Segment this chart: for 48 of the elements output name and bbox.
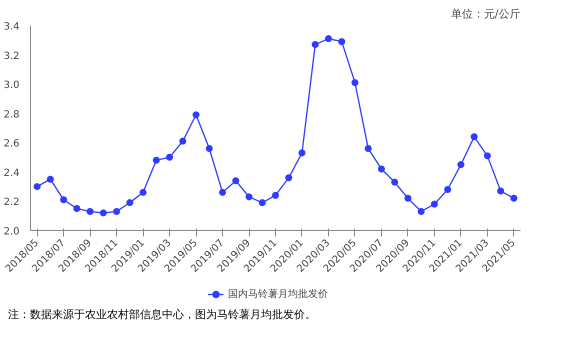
point — [364, 145, 372, 152]
point — [86, 208, 94, 215]
point — [232, 177, 240, 184]
y-tick-label: 2.6 — [4, 138, 20, 150]
point — [126, 199, 134, 206]
point — [418, 208, 425, 215]
point — [152, 156, 160, 164]
point — [206, 145, 213, 152]
point — [219, 188, 226, 196]
y-tick-label: 3.2 — [4, 50, 20, 62]
point — [34, 183, 41, 190]
point — [192, 111, 200, 118]
y-tick-label: 2.8 — [4, 109, 20, 120]
point — [100, 209, 107, 216]
point — [430, 200, 438, 208]
point — [484, 152, 491, 160]
point — [470, 133, 478, 140]
point — [140, 188, 147, 196]
point — [510, 194, 518, 202]
point — [391, 178, 398, 186]
text: 注：数据来源于农业农村部信息中心，图为马铃薯月均批发价。 — [8, 307, 316, 323]
point — [497, 187, 504, 194]
point — [179, 138, 186, 145]
point — [298, 149, 306, 156]
point — [73, 205, 80, 212]
y-tick-label: 3.4 — [4, 22, 20, 32]
point — [444, 186, 452, 193]
point — [60, 196, 68, 204]
point — [324, 35, 332, 42]
point — [113, 208, 120, 215]
y-tick-label: 3.0 — [4, 80, 20, 92]
y-tick-label: 2.0 — [4, 226, 20, 238]
point — [166, 154, 174, 161]
y-tick-label: 2.2 — [4, 197, 20, 208]
point — [404, 194, 412, 202]
point — [258, 199, 266, 206]
point — [338, 38, 346, 46]
legend-label: 国内马铃薯月均批发价 — [228, 288, 328, 301]
text: 单位：元/公斤 — [450, 8, 521, 20]
point — [312, 41, 319, 48]
point — [378, 166, 385, 172]
y-tick-label: 2.4 — [4, 168, 20, 179]
point — [351, 79, 358, 86]
point — [457, 161, 464, 168]
point — [46, 176, 54, 183]
point — [246, 193, 253, 200]
point — [272, 192, 279, 199]
point — [285, 174, 292, 182]
